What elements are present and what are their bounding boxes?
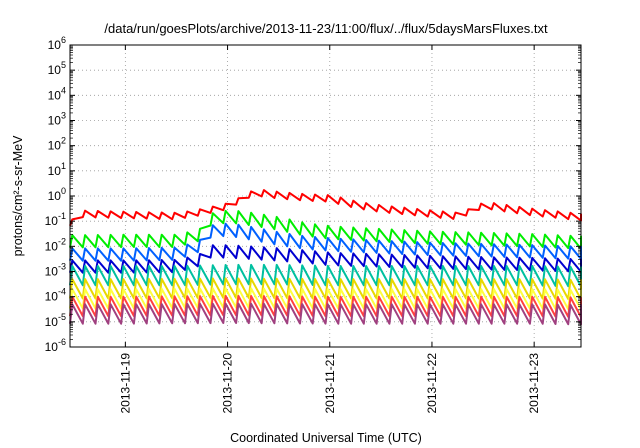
- y-tick-label: 10-4: [45, 287, 66, 304]
- y-tick-label: 101: [48, 161, 66, 178]
- y-tick-label: 10-5: [45, 312, 66, 329]
- y-tick-label: 106: [48, 35, 66, 52]
- x-tick-label: 2013-11-23: [527, 353, 541, 414]
- flux-series-line: [69, 222, 582, 262]
- x-tick-label: 2013-11-20: [221, 353, 235, 414]
- x-tick-label: 2013-11-21: [323, 353, 337, 414]
- flux-series-line: [69, 263, 582, 288]
- x-tick-label: 2013-11-19: [118, 353, 132, 414]
- flux-series-line: [69, 209, 582, 250]
- y-tick-label: 104: [48, 85, 66, 102]
- y-tick-label: 10-1: [45, 211, 66, 228]
- y-tick-label: 10-3: [45, 262, 66, 279]
- y-axis-ticks: 10-6 10-5 10-4 10-3 10-2 10-1 100 101 102 103 104 1…: [45, 35, 581, 354]
- chart-title: /data/run/goesPlots/archive/2013-11-23/1…: [104, 21, 548, 36]
- x-axis-ticks: 2013-11-19 2013-11-20 2013-11-21 2013-11-22…: [118, 45, 541, 414]
- y-tick-label: 105: [48, 60, 66, 77]
- flux-series-line: [69, 189, 582, 227]
- y-axis-label: protons/cm²-s-sr-MeV: [11, 135, 25, 257]
- flux-series-line: [69, 277, 582, 301]
- y-tick-label: 10-2: [45, 236, 66, 253]
- y-tick-label: 100: [48, 186, 66, 203]
- y-tick-label: 103: [48, 111, 66, 128]
- y-tick-label: 10-6: [45, 337, 66, 354]
- x-tick-label: 2013-11-22: [425, 353, 439, 414]
- x-axis-label: Coordinated Universal Time (UTC): [230, 431, 422, 445]
- flux-series-line: [69, 244, 582, 274]
- flux-series-line: [69, 302, 582, 326]
- series-group: [69, 189, 582, 326]
- y-tick-label: 102: [48, 136, 66, 153]
